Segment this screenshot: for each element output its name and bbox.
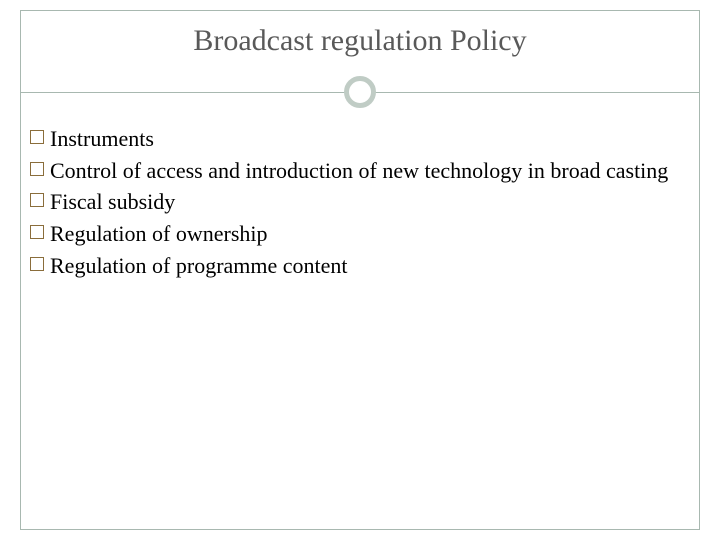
divider-circle: [344, 76, 376, 108]
title-divider: [0, 72, 720, 112]
